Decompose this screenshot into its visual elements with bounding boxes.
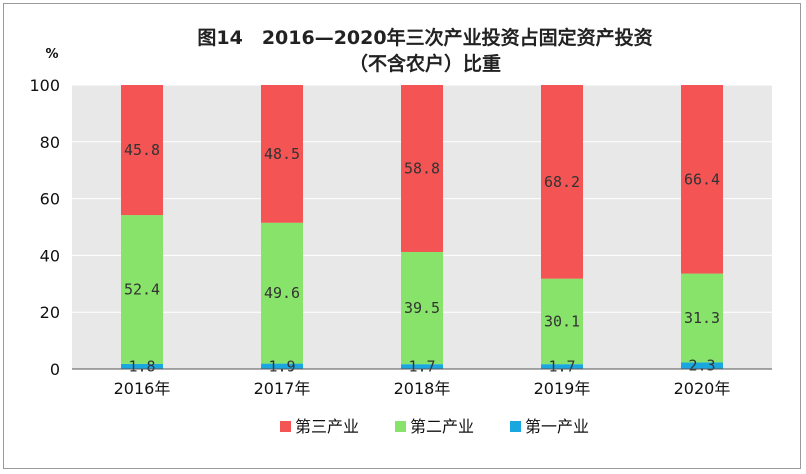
bar-segment — [121, 215, 163, 364]
bar-segment — [401, 85, 443, 252]
legend-label: 第三产业 — [295, 417, 359, 436]
x-tick-label: 2016年 — [114, 379, 171, 398]
bar-segment — [541, 364, 583, 369]
bar-segment — [121, 363, 163, 369]
data-label: 68.2 — [544, 173, 580, 191]
data-label: 48.5 — [264, 145, 300, 163]
data-label: 52.4 — [124, 280, 160, 298]
data-label: 1.7 — [548, 358, 575, 376]
data-label: 45.8 — [124, 141, 160, 159]
bar-segment — [261, 222, 303, 364]
y-tick-label: 60 — [40, 190, 60, 209]
bar-segment — [541, 85, 583, 279]
legend-swatch — [280, 421, 291, 432]
data-label: 2.3 — [688, 357, 715, 375]
bar-segment — [121, 85, 163, 216]
data-label: 1.8 — [128, 357, 155, 375]
bar-segment — [401, 364, 443, 369]
legend-swatch — [510, 421, 521, 432]
bar-segment — [261, 85, 303, 223]
data-label: 49.6 — [264, 284, 300, 302]
data-label: 30.1 — [544, 312, 580, 330]
bar-segment — [541, 278, 583, 365]
data-label: 1.9 — [268, 357, 295, 375]
legend: 第三产业 第二产业 第一产业 — [280, 417, 589, 436]
x-axis-labels: 2016年 2017年 2018年 2019年 2020年 — [114, 379, 731, 398]
data-label: 1.7 — [408, 358, 435, 376]
data-label: 58.8 — [404, 159, 440, 177]
data-label: 66.4 — [684, 170, 720, 188]
data-label: 39.5 — [404, 299, 440, 317]
bar-segment — [261, 363, 303, 369]
chart-title: 图14 2016—2020年三次产业投资占固定资产投资 — [197, 26, 652, 49]
bar-segment — [681, 362, 723, 369]
bar-segment — [681, 85, 723, 274]
data-label: 31.3 — [684, 309, 720, 327]
bar-segment — [681, 273, 723, 363]
y-tick-label: 0 — [50, 360, 60, 379]
bar-segment — [401, 251, 443, 365]
x-tick-label: 2017年 — [254, 379, 311, 398]
x-tick-label: 2020年 — [674, 379, 731, 398]
chart-subtitle: （不含农户）比重 — [349, 52, 501, 75]
x-tick-label: 2018年 — [394, 379, 451, 398]
y-tick-label: 80 — [40, 133, 60, 152]
x-tick-label: 2019年 — [534, 379, 591, 398]
legend-swatch — [395, 421, 406, 432]
legend-label: 第二产业 — [410, 417, 474, 436]
y-tick-label: 40 — [40, 246, 60, 265]
y-axis-unit: % — [45, 47, 58, 62]
data-labels: 1.8 52.4 45.8 1.9 49.6 48.5 1.7 39.5 58.8 1.7 30.1… — [124, 141, 720, 376]
bars — [121, 85, 723, 369]
legend-label: 第一产业 — [525, 417, 589, 436]
y-tick-label: 20 — [40, 303, 60, 322]
y-tick-label: 100 — [29, 76, 60, 95]
y-axis-ticks: 0 20 40 60 80 100 — [29, 76, 60, 379]
